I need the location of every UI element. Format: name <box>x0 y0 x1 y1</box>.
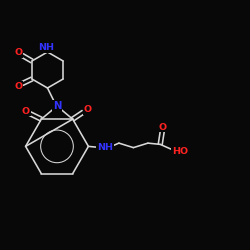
Text: N: N <box>53 101 61 111</box>
Text: HO: HO <box>172 147 188 156</box>
Text: O: O <box>84 105 92 114</box>
Text: O: O <box>159 123 167 132</box>
Text: O: O <box>22 107 30 116</box>
Text: O: O <box>14 82 22 91</box>
Text: O: O <box>14 48 22 57</box>
Text: NH: NH <box>97 143 113 152</box>
Text: NH: NH <box>38 43 54 52</box>
